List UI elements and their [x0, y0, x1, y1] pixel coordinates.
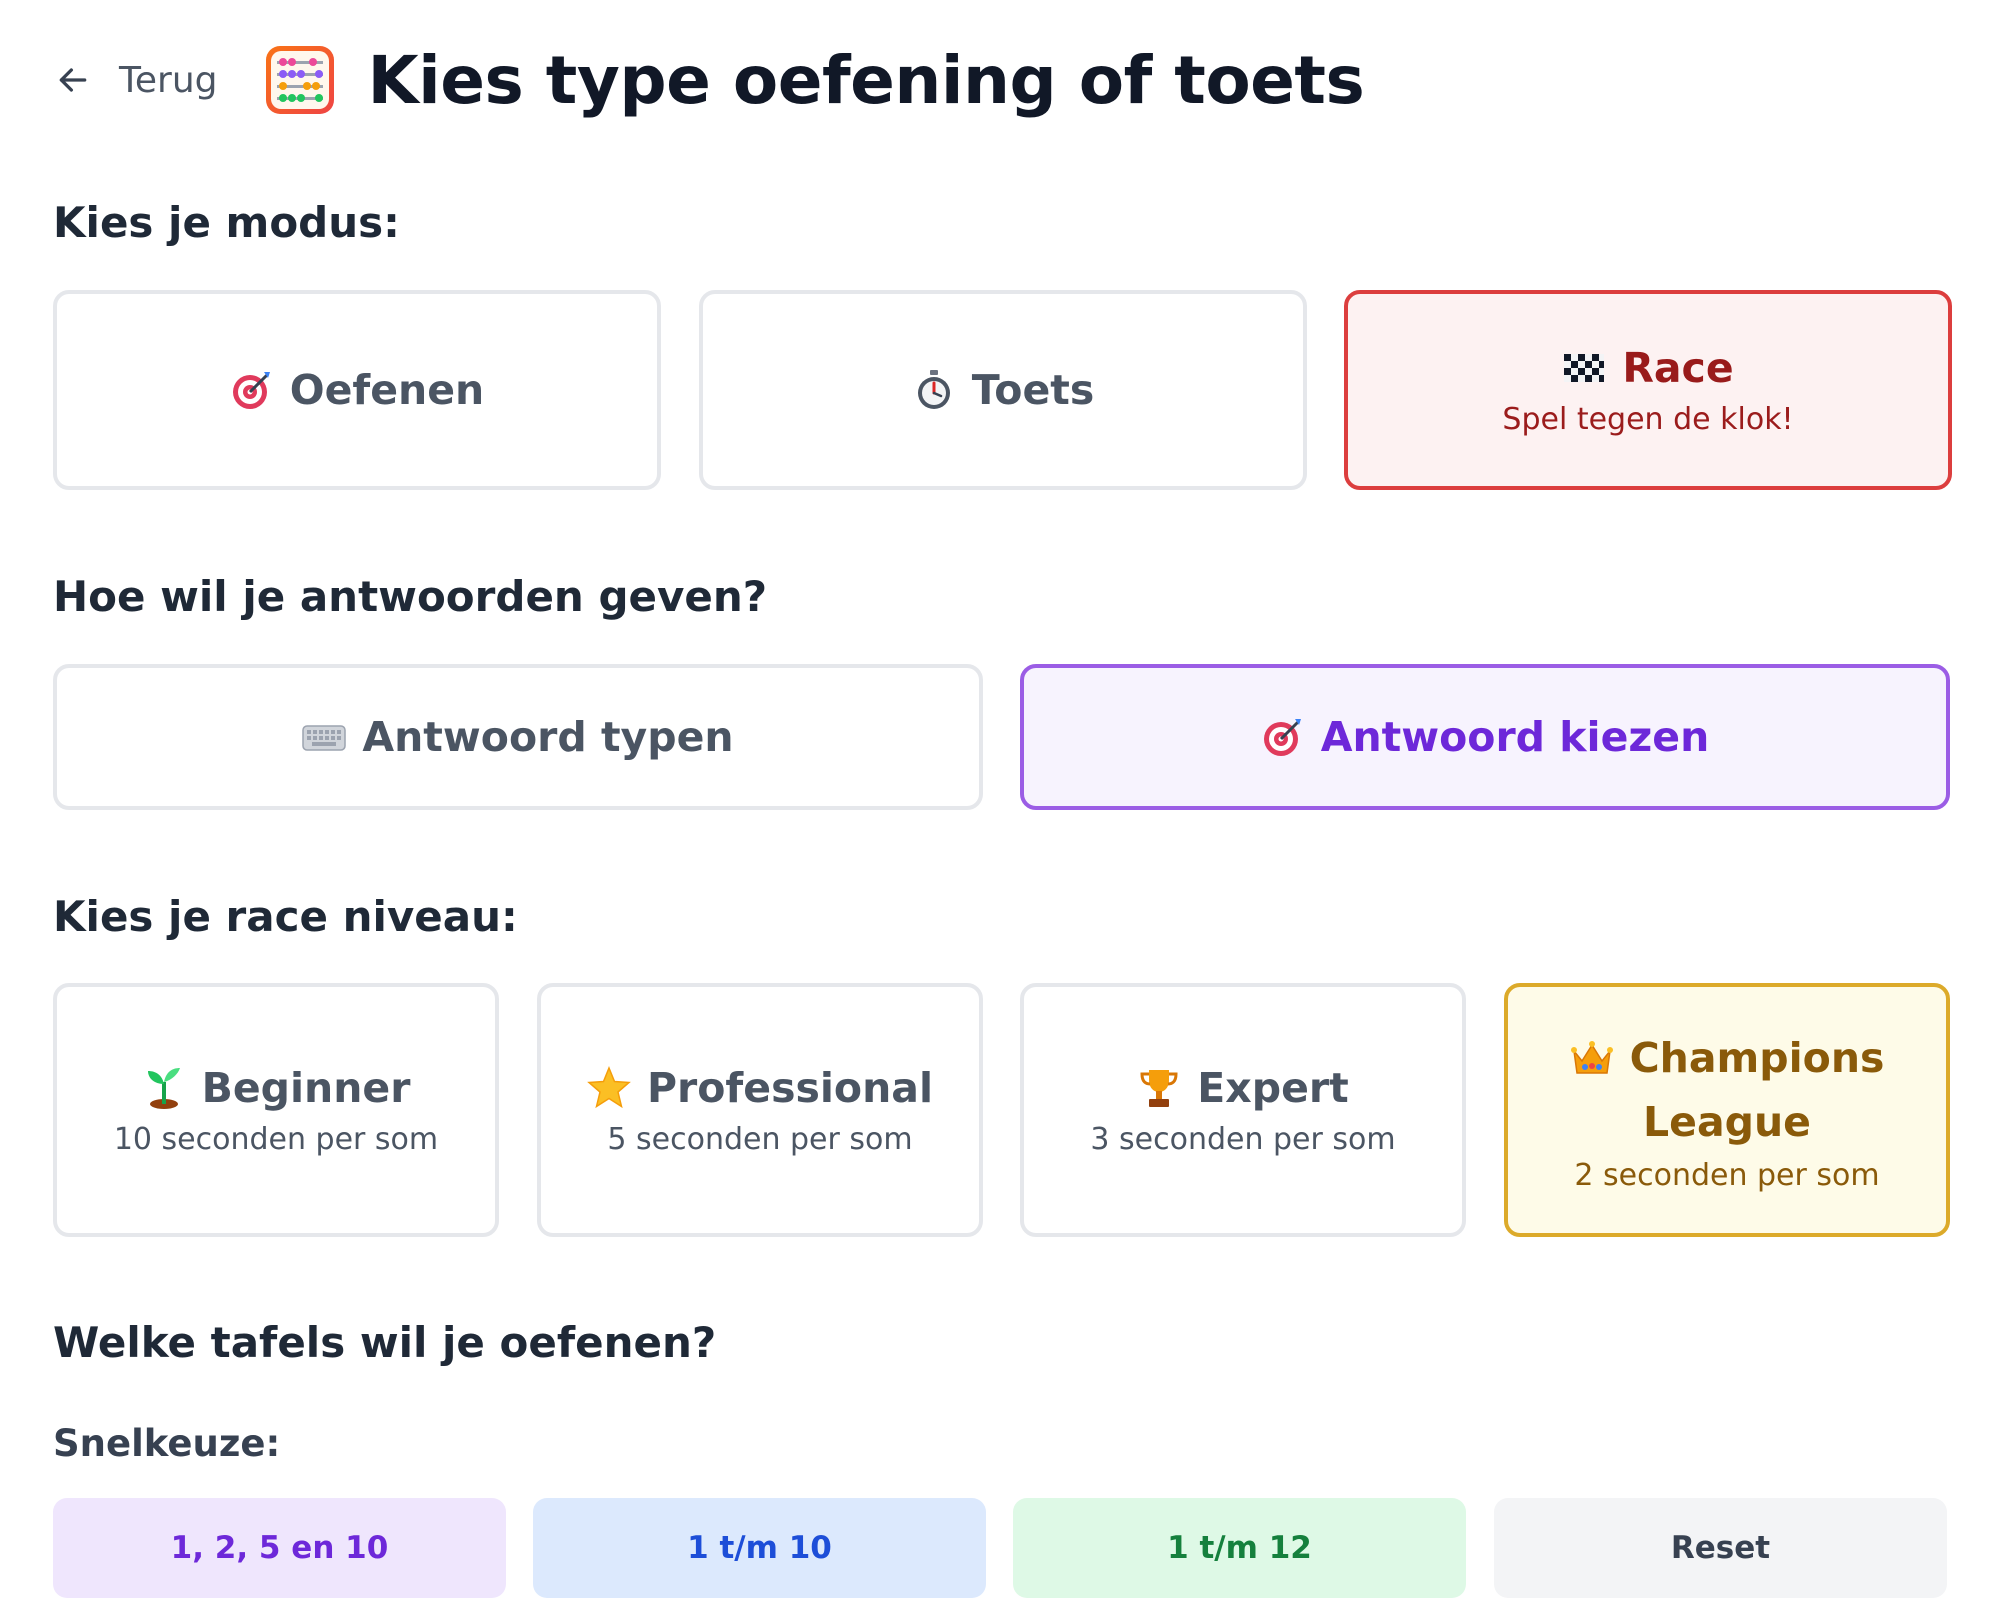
answer-option-typen[interactable]: Antwoord typen — [53, 664, 983, 810]
level-heading: Kies je race niveau: — [53, 892, 518, 941]
level-option-champions-league[interactable]: Champions League 2 seconden per som — [1504, 983, 1950, 1237]
quick-select-1-2-5-10-button[interactable]: 1, 2, 5 en 10 — [53, 1498, 506, 1598]
quick-select-label: 1 t/m 12 — [1167, 1530, 1312, 1566]
level-option-label: Professional — [646, 1063, 934, 1112]
tables-heading: Welke tafels wil je oefenen? — [53, 1318, 717, 1367]
level-option-expert[interactable]: Expert 3 seconden per som — [1020, 983, 1466, 1237]
level-option-description: 2 seconden per som — [1574, 1158, 1880, 1194]
level-option-description: 5 seconden per som — [607, 1121, 913, 1157]
mode-heading: Kies je modus: — [53, 198, 400, 247]
answer-option-label: Antwoord typen — [362, 713, 734, 761]
mode-option-label: Oefenen — [289, 366, 485, 414]
quick-select-1-to-12-button[interactable]: 1 t/m 12 — [1013, 1498, 1466, 1598]
target-icon — [1261, 715, 1305, 759]
header: Terug Kies type oefening of toets — [53, 40, 1365, 120]
reset-button[interactable]: Reset — [1494, 1498, 1947, 1598]
quick-select-label: 1, 2, 5 en 10 — [170, 1530, 389, 1566]
level-option-beginner[interactable]: Beginner 10 seconden per som — [53, 983, 499, 1237]
mode-option-oefenen[interactable]: Oefenen — [53, 290, 661, 490]
mode-option-toets[interactable]: Toets — [699, 290, 1307, 490]
level-option-label: Expert — [1197, 1063, 1349, 1112]
level-option-label: Beginner — [201, 1063, 411, 1112]
crown-icon — [1570, 1037, 1614, 1081]
level-option-description: 3 seconden per som — [1090, 1121, 1396, 1157]
quick-select-heading: Snelkeuze: — [53, 1422, 281, 1465]
quick-select-label: 1 t/m 10 — [687, 1530, 832, 1566]
seedling-icon — [142, 1066, 186, 1110]
answer-option-kiezen[interactable]: Antwoord kiezen — [1020, 664, 1950, 810]
answer-heading: Hoe wil je antwoorden geven? — [53, 572, 768, 621]
level-option-label-line2: League — [1643, 1097, 1811, 1146]
checkered-flag-icon — [1562, 346, 1606, 390]
level-option-description: 10 seconden per som — [113, 1121, 439, 1157]
mode-option-description: Spel tegen de klok! — [1502, 401, 1794, 437]
level-option-label-line1: Champions — [1629, 1033, 1885, 1082]
keyboard-icon — [302, 715, 347, 759]
abacus-icon — [265, 46, 334, 114]
target-icon — [230, 368, 274, 412]
back-label: Terug — [119, 59, 218, 101]
arrow-left-icon — [59, 68, 87, 92]
answer-option-label: Antwoord kiezen — [1320, 713, 1710, 761]
star-icon — [587, 1065, 631, 1110]
trophy-icon — [1137, 1066, 1181, 1110]
page-title: Kies type oefening of toets — [367, 41, 1365, 119]
mode-option-race[interactable]: Race Spel tegen de klok! — [1344, 290, 1952, 490]
back-button[interactable]: Terug — [53, 60, 218, 101]
stopwatch-icon — [912, 368, 956, 412]
mode-option-label: Race — [1622, 343, 1734, 392]
quick-select-label: Reset — [1670, 1530, 1771, 1566]
level-option-professional[interactable]: Professional 5 seconden per som — [537, 983, 983, 1237]
mode-option-label: Toets — [971, 366, 1095, 414]
quick-select-1-to-10-button[interactable]: 1 t/m 10 — [533, 1498, 986, 1598]
